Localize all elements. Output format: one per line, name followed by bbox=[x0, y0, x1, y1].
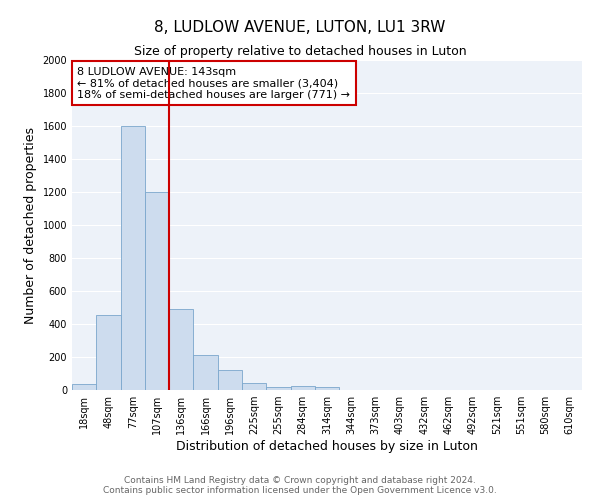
Bar bbox=[193, 356, 218, 390]
Text: Contains HM Land Registry data © Crown copyright and database right 2024.
Contai: Contains HM Land Registry data © Crown c… bbox=[103, 476, 497, 495]
Bar bbox=[266, 386, 290, 390]
Bar bbox=[121, 126, 145, 390]
Text: 8 LUDLOW AVENUE: 143sqm
← 81% of detached houses are smaller (3,404)
18% of semi: 8 LUDLOW AVENUE: 143sqm ← 81% of detache… bbox=[77, 66, 350, 100]
Bar bbox=[242, 382, 266, 390]
Bar bbox=[315, 386, 339, 390]
Bar bbox=[218, 370, 242, 390]
Bar bbox=[72, 384, 96, 390]
Y-axis label: Number of detached properties: Number of detached properties bbox=[24, 126, 37, 324]
Bar bbox=[96, 315, 121, 390]
X-axis label: Distribution of detached houses by size in Luton: Distribution of detached houses by size … bbox=[176, 440, 478, 453]
Bar bbox=[290, 386, 315, 390]
Bar bbox=[145, 192, 169, 390]
Text: Size of property relative to detached houses in Luton: Size of property relative to detached ho… bbox=[134, 45, 466, 58]
Bar bbox=[169, 309, 193, 390]
Text: 8, LUDLOW AVENUE, LUTON, LU1 3RW: 8, LUDLOW AVENUE, LUTON, LU1 3RW bbox=[154, 20, 446, 35]
